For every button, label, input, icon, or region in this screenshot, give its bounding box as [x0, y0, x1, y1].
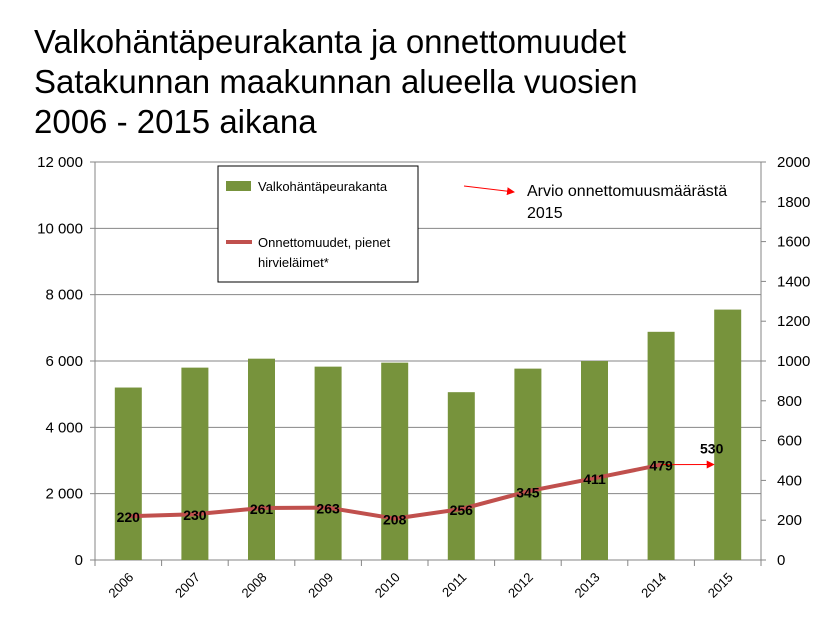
axes: 0 2 000 4 000 6 000 8 000 10 000 12 000 0 200 400…	[37, 154, 810, 601]
line-data-label: 208	[383, 512, 407, 528]
line-data-label: 263	[316, 501, 340, 517]
bar	[647, 331, 675, 560]
legend-bar-label: Valkohäntäpeurakanta	[258, 179, 388, 194]
estimate-legend-label: Arvio onnettomuusmäärästä	[527, 183, 727, 200]
bar	[581, 361, 608, 560]
bar-series	[114, 309, 742, 560]
x-axis-tick-label: 2007	[172, 570, 203, 601]
right-axis-tick-label: 400	[777, 472, 802, 489]
bar	[181, 367, 209, 560]
x-axis-tick-label: 2014	[638, 570, 669, 601]
chart-title: Valkohäntäpeurakanta ja onnettomuudet Sa…	[34, 22, 824, 142]
right-axis-tick-label: 0	[777, 552, 785, 569]
line-data-label: 261	[250, 501, 274, 517]
right-axis-tick-label: 600	[777, 433, 802, 450]
left-axis-tick-label: 2 000	[45, 486, 83, 503]
right-axis-tick-label: 1000	[777, 353, 810, 370]
chart-title-line: 2006 - 2015 aikana	[34, 103, 317, 140]
estimate-annotation: Arvio onnettomuusmäärästä 2015	[463, 183, 727, 222]
line-data-label: 479	[649, 458, 673, 474]
legend-line-label: hirvieläimet*	[258, 255, 329, 270]
right-axis-tick-label: 1600	[777, 234, 810, 251]
legend-box	[217, 165, 419, 283]
line-data-label: 220	[117, 509, 141, 525]
line-data-label: 256	[450, 502, 474, 518]
left-axis-tick-label: 4 000	[45, 419, 83, 436]
line-series-path	[128, 462, 662, 521]
legend-bar-swatch	[226, 181, 251, 191]
left-axis-tick-label: 0	[75, 552, 83, 569]
left-axis-tick-label: 6 000	[45, 353, 83, 370]
bar	[314, 366, 342, 560]
x-axis-tick-label: 2012	[505, 570, 536, 601]
estimate-data-label: 530	[700, 441, 724, 457]
estimate-legend-arrow	[463, 185, 515, 196]
x-axis-tick-label: 2009	[305, 570, 336, 601]
x-axis-tick-label: 2008	[239, 570, 270, 601]
right-axis-tick-label: 1400	[777, 273, 810, 290]
legend: Valkohäntäpeurakanta Onnettomuudet, pien…	[217, 165, 419, 283]
right-axis-tick-label: 800	[777, 393, 802, 410]
right-axis-tick-label: 1800	[777, 194, 810, 211]
bar	[447, 392, 475, 560]
line-data-label: 345	[516, 484, 540, 500]
bar	[714, 309, 742, 560]
left-axis-tick-label: 8 000	[45, 287, 83, 304]
data-labels: 220 230 261 263 208 256 345 411 479 530	[117, 441, 724, 528]
left-axis-tick-label: 10 000	[37, 220, 83, 237]
bar	[114, 387, 142, 560]
legend-line-label: Onnettomuudet, pienet	[258, 235, 391, 250]
right-axis-tick-label: 2000	[777, 154, 810, 171]
bar	[381, 362, 409, 560]
bar	[514, 368, 542, 560]
line-data-label: 411	[583, 471, 606, 487]
estimate-legend-label: 2015	[527, 205, 563, 222]
x-axis-tick-label: 2011	[439, 570, 469, 600]
chart-title-line: Valkohäntäpeurakanta ja onnettomuudet	[34, 23, 627, 60]
chart-title-line: Satakunnan maakunnan alueella vuosien	[34, 63, 638, 100]
x-axis-tick-label: 2015	[705, 570, 736, 601]
bar	[248, 358, 275, 560]
line-series	[128, 460, 715, 521]
right-axis-tick-label: 200	[777, 512, 802, 529]
x-axis-tick-label: 2013	[572, 570, 603, 601]
line-data-label: 230	[183, 507, 207, 523]
right-axis-tick-label: 1200	[777, 313, 810, 330]
left-axis-tick-label: 12 000	[37, 154, 83, 171]
x-axis-tick-label: 2010	[372, 570, 403, 601]
x-axis-tick-label: 2006	[105, 570, 136, 601]
